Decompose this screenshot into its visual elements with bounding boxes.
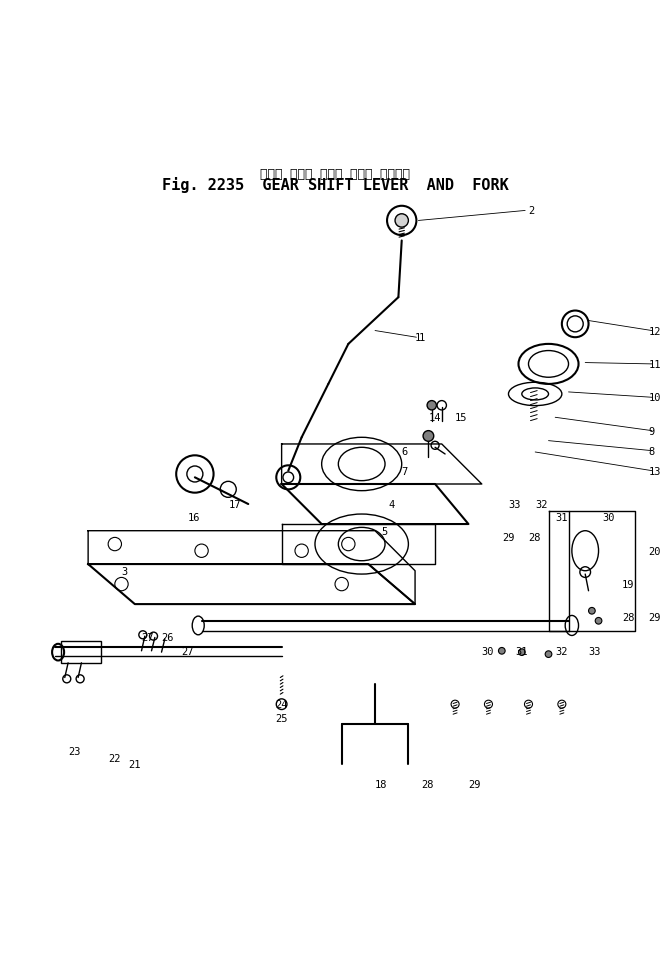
Text: 31: 31	[515, 646, 528, 656]
Text: 18: 18	[375, 779, 387, 790]
Text: 21: 21	[128, 760, 141, 769]
Text: 12: 12	[649, 327, 661, 336]
Circle shape	[519, 649, 525, 656]
Circle shape	[395, 214, 409, 228]
Circle shape	[498, 648, 505, 654]
Text: Fig. 2235  GEAR SHIFT LEVER  AND  FORK: Fig. 2235 GEAR SHIFT LEVER AND FORK	[161, 176, 509, 193]
Text: 30: 30	[482, 646, 494, 656]
Text: 4: 4	[389, 499, 395, 510]
Text: 11: 11	[649, 359, 661, 369]
Text: 29: 29	[468, 779, 481, 790]
Text: 27: 27	[141, 633, 154, 642]
Text: 1: 1	[418, 333, 425, 343]
Text: ギヤー シフト レバー および フォーク: ギヤー シフト レバー および フォーク	[260, 168, 410, 181]
Text: 5: 5	[382, 526, 388, 536]
Circle shape	[427, 401, 436, 411]
Text: 31: 31	[555, 513, 567, 523]
Text: 26: 26	[161, 633, 174, 642]
Text: 28: 28	[529, 533, 541, 543]
Text: 10: 10	[649, 392, 661, 403]
Text: 15: 15	[455, 413, 468, 422]
Text: 3: 3	[121, 566, 128, 577]
Text: 6: 6	[402, 446, 408, 456]
Text: 14: 14	[428, 413, 441, 422]
Text: 29: 29	[502, 533, 515, 543]
Text: 7: 7	[402, 466, 408, 476]
Text: 1: 1	[415, 333, 421, 343]
Text: 2: 2	[529, 206, 535, 216]
Text: 25: 25	[275, 713, 287, 723]
Text: 17: 17	[228, 499, 241, 510]
Text: 28: 28	[622, 612, 634, 623]
Text: 19: 19	[622, 579, 634, 589]
Text: 22: 22	[108, 753, 121, 763]
Text: 33: 33	[509, 499, 521, 510]
Text: 33: 33	[588, 646, 601, 656]
Text: 9: 9	[649, 426, 655, 436]
Text: 16: 16	[188, 513, 201, 523]
Text: 29: 29	[649, 612, 661, 623]
Text: 13: 13	[649, 466, 661, 476]
Text: 24: 24	[275, 700, 287, 709]
Circle shape	[423, 431, 433, 442]
Text: 23: 23	[68, 746, 80, 756]
Circle shape	[595, 618, 602, 624]
Text: 32: 32	[535, 499, 547, 510]
Circle shape	[588, 608, 595, 614]
Text: 20: 20	[649, 547, 661, 556]
Text: 27: 27	[182, 646, 194, 656]
Circle shape	[545, 651, 552, 658]
Text: 30: 30	[602, 513, 614, 523]
Text: 28: 28	[421, 779, 434, 790]
Bar	[62, 641, 101, 663]
Text: 32: 32	[555, 646, 567, 656]
Text: 8: 8	[649, 446, 655, 456]
